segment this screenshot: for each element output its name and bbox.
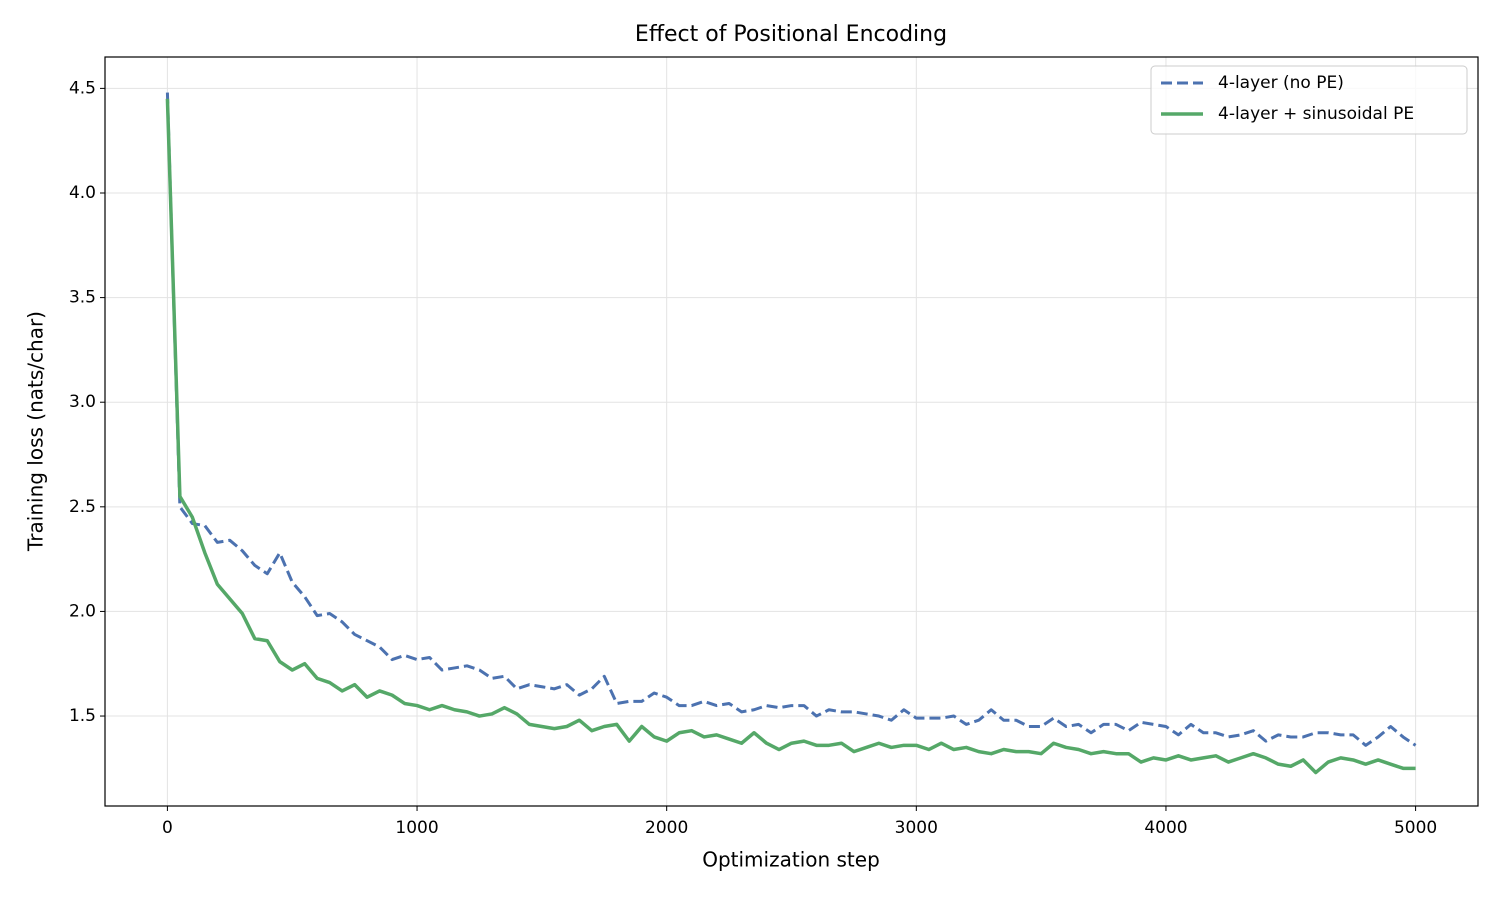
y-tick-label: 4.5 bbox=[69, 78, 96, 98]
y-tick-label: 3.0 bbox=[69, 392, 96, 412]
axes-frame bbox=[104, 56, 1479, 807]
x-tick-label: 2000 bbox=[645, 818, 688, 838]
legend-label: 4-layer + sinusoidal PE bbox=[1218, 104, 1414, 124]
y-tick-label: 2.0 bbox=[69, 601, 96, 621]
x-tick-label: 1000 bbox=[395, 818, 438, 838]
y-axis-label: Training loss (nats/char) bbox=[24, 311, 48, 552]
x-tick-label: 0 bbox=[162, 818, 173, 838]
x-tick-label: 4000 bbox=[1144, 818, 1187, 838]
legend-box bbox=[1150, 65, 1468, 135]
legend: 4-layer (no PE) 4-layer + sinusoidal PE bbox=[1150, 65, 1468, 135]
y-tick-label: 1.5 bbox=[69, 706, 96, 726]
x-tick-label: 3000 bbox=[895, 818, 938, 838]
y-tick-label: 4.0 bbox=[69, 183, 96, 203]
line-series bbox=[165, 98, 1416, 775]
x-axis-label: Optimization step bbox=[702, 848, 880, 872]
y-tick-label: 3.5 bbox=[69, 288, 96, 308]
chart-title: Effect of Positional Encoding bbox=[635, 22, 947, 47]
line-series bbox=[165, 92, 1417, 747]
x-tick-label: 5000 bbox=[1394, 818, 1437, 838]
legend-label: 4-layer (no PE) bbox=[1218, 73, 1344, 93]
y-tick-label: 2.5 bbox=[69, 497, 96, 517]
